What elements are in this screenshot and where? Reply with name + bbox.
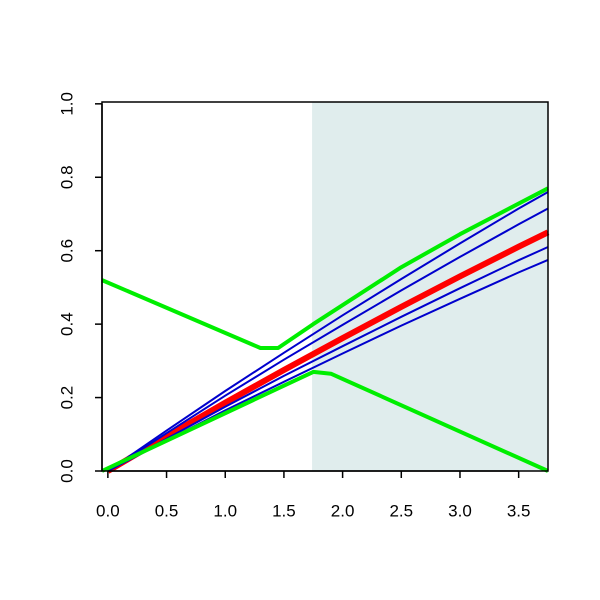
series-line (101, 369, 549, 473)
x-tick-label: 1.5 (272, 501, 296, 520)
y-tick-label: 0.2 (57, 386, 76, 410)
series-line (106, 229, 550, 474)
x-tick-label: 1.0 (213, 501, 237, 520)
y-tick-label: 0.8 (57, 165, 76, 189)
y-tick-label: 0.4 (57, 312, 76, 336)
series-line (107, 246, 549, 472)
y-tick-label: 0.6 (57, 239, 76, 263)
y-tick-label: 0.0 (57, 459, 76, 483)
x-tick-label: 0.5 (155, 501, 179, 520)
y-tick-label: 1.0 (57, 92, 76, 116)
x-tick-label: 2.5 (389, 501, 413, 520)
x-tick-label: 2.0 (331, 501, 355, 520)
x-tick-label: 0.0 (96, 501, 120, 520)
shaded-region (312, 102, 548, 471)
series-line (101, 186, 549, 350)
series-line (107, 191, 549, 472)
series-line (107, 207, 549, 472)
x-tick-label: 3.0 (448, 501, 472, 520)
x-tick-label: 3.5 (507, 501, 531, 520)
